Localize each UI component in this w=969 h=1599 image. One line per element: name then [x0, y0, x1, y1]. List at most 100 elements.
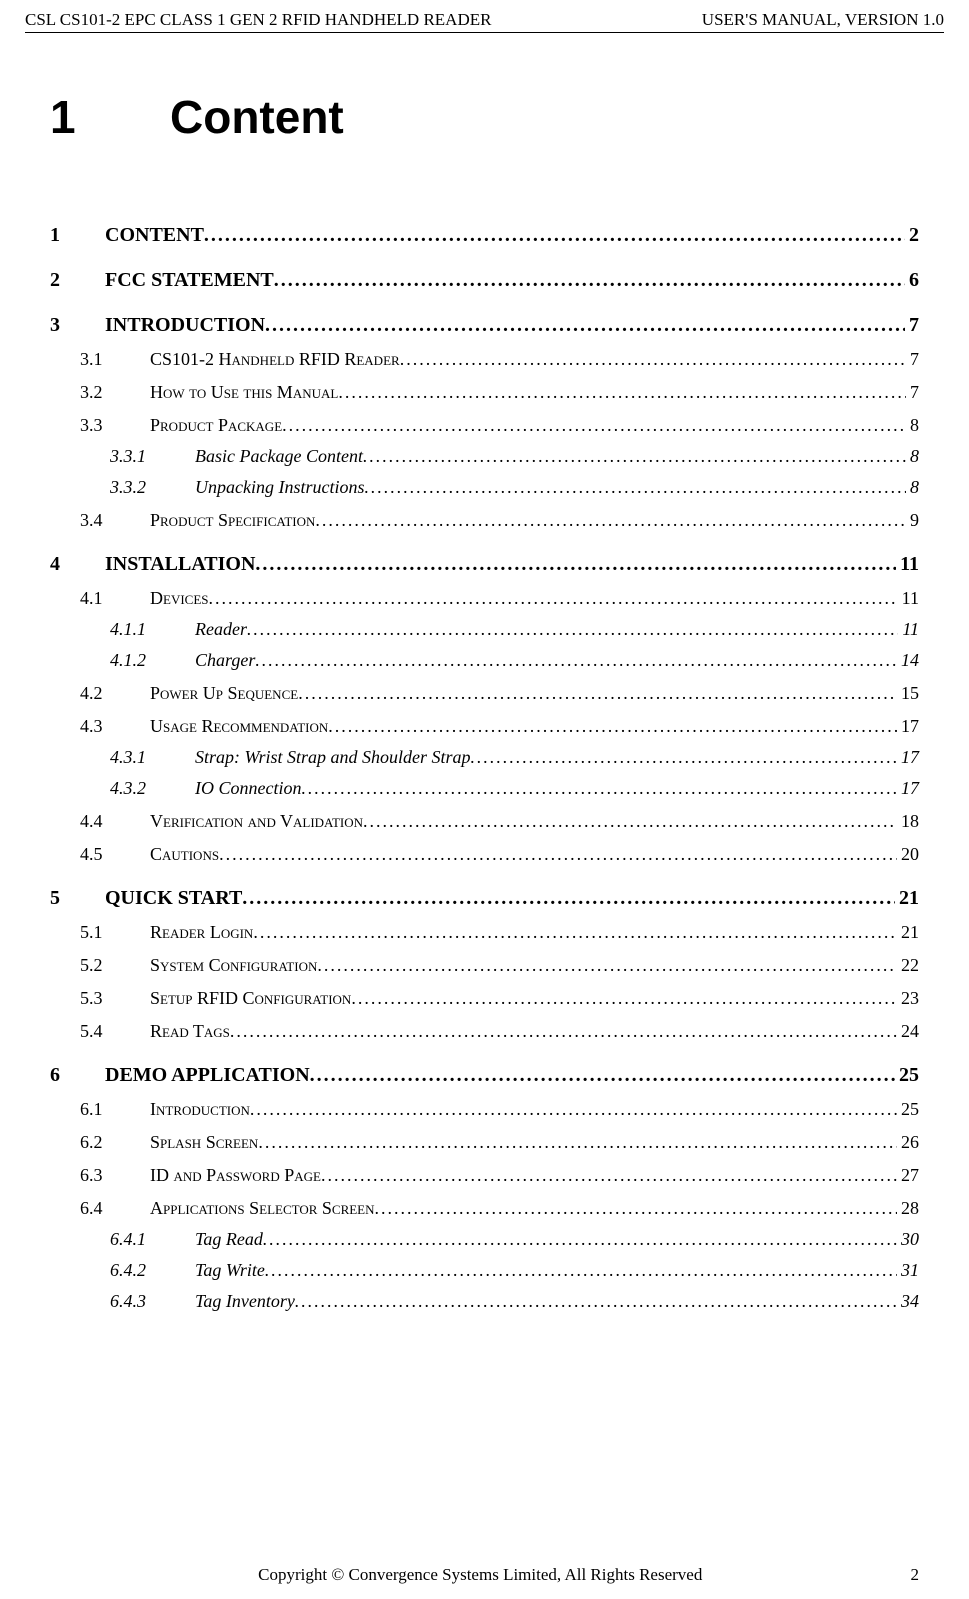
toc-entry-title: How to Use this Manual	[150, 382, 338, 403]
toc-entry-title: Tag Read	[195, 1229, 263, 1250]
toc-entry-page: 15	[897, 683, 919, 704]
toc-entry-page: 17	[897, 716, 919, 737]
toc-entry-page: 34	[897, 1291, 919, 1312]
header-left: CSL CS101-2 EPC CLASS 1 GEN 2 RFID HANDH…	[25, 10, 491, 30]
toc-leader-dots	[364, 477, 906, 498]
toc-entry-title: INTRODUCTION	[105, 314, 265, 337]
toc-entry-title: Strap: Wrist Strap and Shoulder Strap	[195, 747, 471, 768]
toc-leader-dots	[265, 314, 905, 337]
toc-leader-dots	[317, 955, 897, 976]
toc-leader-dots	[230, 1021, 897, 1042]
toc-leader-dots	[375, 1198, 897, 1219]
toc-entry-title: Cautions	[150, 844, 219, 865]
toc-entry-number: 3.2	[80, 382, 150, 403]
toc-entry-page: 7	[905, 314, 919, 337]
toc-leader-dots	[338, 382, 906, 403]
toc-entry: 5.4Read Tags24	[50, 1021, 919, 1042]
toc-entry-title: Devices	[150, 588, 209, 609]
toc-leader-dots	[263, 1229, 897, 1250]
toc-leader-dots	[351, 988, 897, 1009]
toc-entry: 4.4Verification and Validation 18	[50, 811, 919, 832]
toc-entry-title: Applications Selector Screen	[150, 1198, 375, 1219]
toc-entry-number: 6.1	[80, 1099, 150, 1120]
toc-leader-dots	[310, 1064, 895, 1087]
toc-entry-title: Reader	[195, 619, 247, 640]
toc-entry-number: 4.1.1	[110, 619, 195, 640]
toc-entry-title: Tag Inventory	[195, 1291, 295, 1312]
toc-entry-page: 28	[897, 1198, 919, 1219]
toc-entry-number: 4.1	[80, 588, 150, 609]
toc-entry: 4.1Devices 11	[50, 588, 919, 609]
toc-entry-title: Product Package	[150, 415, 282, 436]
toc-entry-number: 3.3.1	[110, 446, 195, 467]
toc-entry: 4.1.1Reader 11	[50, 619, 919, 640]
toc-entry-number: 4.3	[80, 716, 150, 737]
toc-entry-number: 4.2	[80, 683, 150, 704]
toc-leader-dots	[328, 716, 897, 737]
toc-entry-number: 4.3.1	[110, 747, 195, 768]
toc-entry-page: 8	[906, 477, 919, 498]
toc-entry-title: IO Connection	[195, 778, 301, 799]
toc-leader-dots	[298, 683, 897, 704]
toc-entry: 3INTRODUCTION 7	[50, 314, 919, 337]
toc-entry-title: DEMO APPLICATION	[105, 1064, 310, 1087]
toc-entry-number: 3.1	[80, 349, 150, 370]
toc-entry: 5.1Reader Login21	[50, 922, 919, 943]
toc-entry-page: 11	[898, 588, 919, 609]
toc-leader-dots	[253, 922, 897, 943]
toc-entry-page: 11	[896, 553, 919, 576]
toc-entry-number: 6.2	[80, 1132, 150, 1153]
toc-entry-page: 21	[895, 887, 919, 910]
toc-entry-page: 25	[897, 1099, 919, 1120]
toc-entry-title: INSTALLATION	[105, 553, 255, 576]
toc-entry-number: 3.3	[80, 415, 150, 436]
toc-entry: 5QUICK START21	[50, 887, 919, 910]
toc-entry-title: Reader Login	[150, 922, 253, 943]
toc-entry: 3.2How to Use this Manual7	[50, 382, 919, 403]
toc-leader-dots	[258, 1132, 897, 1153]
toc-leader-dots	[274, 269, 905, 292]
toc-entry-title: Verification and Validation	[150, 811, 363, 832]
chapter-title: 1Content	[50, 90, 919, 144]
toc-entry-number: 4.4	[80, 811, 150, 832]
toc-entry-number: 4.3.2	[110, 778, 195, 799]
toc-entry-number: 6.4.3	[110, 1291, 195, 1312]
toc-entry: 4.3Usage Recommendation17	[50, 716, 919, 737]
toc-entry-page: 11	[898, 619, 919, 640]
toc-entry-number: 3.3.2	[110, 477, 195, 498]
toc-entry-title: Tag Write	[195, 1260, 265, 1281]
toc-entry: 4.1.2Charger 14	[50, 650, 919, 671]
toc-entry: 1CONTENT2	[50, 224, 919, 247]
toc-entry-title: Basic Package Content	[195, 446, 363, 467]
page: CSL CS101-2 EPC CLASS 1 GEN 2 RFID HANDH…	[0, 0, 969, 1599]
toc-entry-number: 3	[50, 314, 105, 337]
toc-entry-page: 25	[895, 1064, 919, 1087]
toc-entry-title: Charger	[195, 650, 255, 671]
content-body: 1Content 1CONTENT22FCC STATEMENT63INTROD…	[50, 80, 919, 1314]
toc-entry-page: 20	[897, 844, 919, 865]
toc-entry-title: Product Specification	[150, 510, 315, 531]
toc-leader-dots	[250, 1099, 897, 1120]
toc-leader-dots	[255, 553, 896, 576]
toc-entry-number: 6.4.2	[110, 1260, 195, 1281]
toc-entry: 4.3.2IO Connection17	[50, 778, 919, 799]
toc-entry-page: 18	[897, 811, 919, 832]
toc-entry-page: 8	[906, 415, 919, 436]
footer-copyright: Copyright © Convergence Systems Limited,…	[50, 1565, 911, 1585]
toc-leader-dots	[315, 510, 906, 531]
toc-entry-title: FCC STATEMENT	[105, 269, 274, 292]
toc-entry: 3.3Product Package 8	[50, 415, 919, 436]
toc-entry-number: 5.1	[80, 922, 150, 943]
toc-leader-dots	[209, 588, 898, 609]
toc-entry-number: 5.3	[80, 988, 150, 1009]
toc-entry-number: 5.2	[80, 955, 150, 976]
toc-entry: 3.1CS101-2 Handheld RFID Reader7	[50, 349, 919, 370]
running-footer: Copyright © Convergence Systems Limited,…	[50, 1565, 919, 1585]
toc-entry-number: 4.1.2	[110, 650, 195, 671]
toc-entry-title: CS101-2 Handheld RFID Reader	[150, 349, 400, 370]
toc-entry-number: 2	[50, 269, 105, 292]
toc-entry-page: 14	[897, 650, 919, 671]
toc-leader-dots	[321, 1165, 897, 1186]
toc-entry-title: Splash Screen	[150, 1132, 258, 1153]
toc-entry-page: 9	[906, 510, 919, 531]
